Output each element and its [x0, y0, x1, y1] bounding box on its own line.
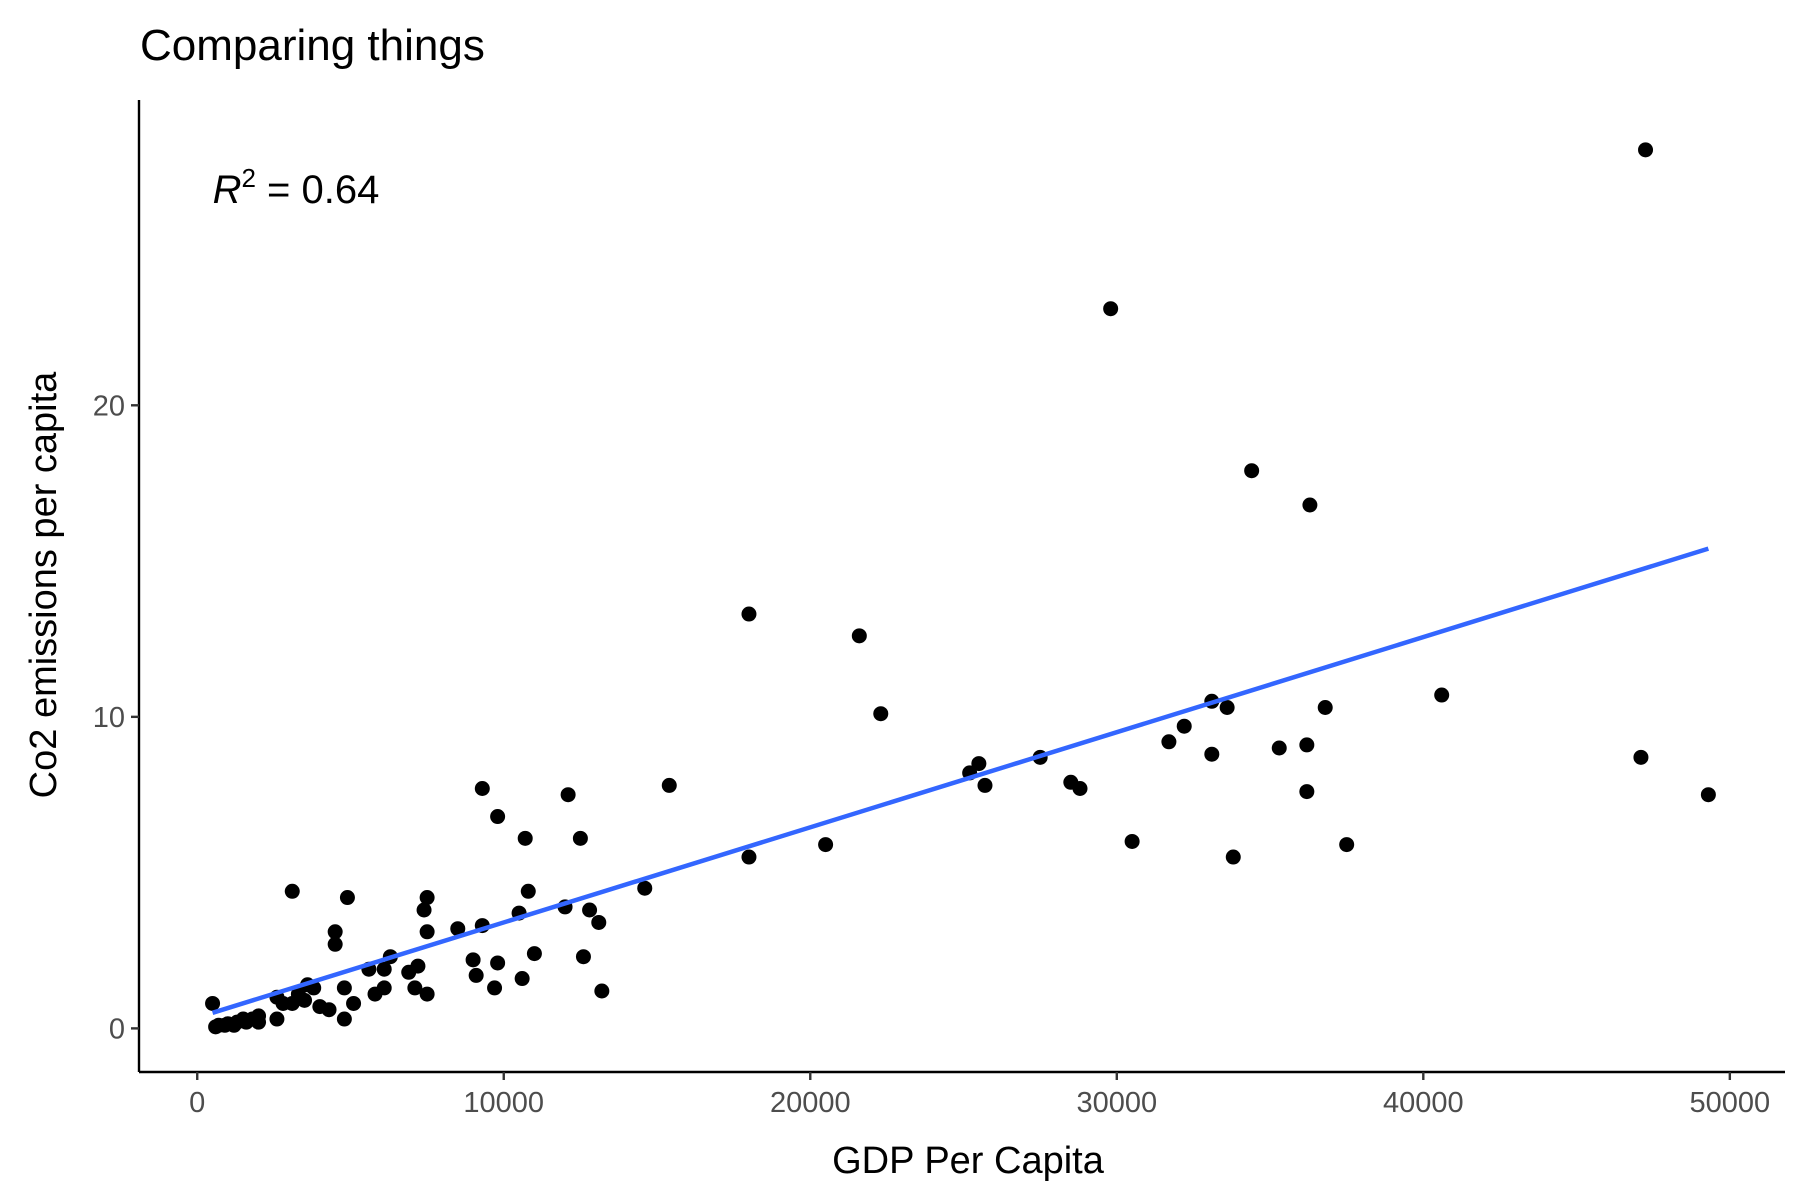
data-point — [269, 1011, 285, 1027]
data-point — [336, 1011, 352, 1027]
data-point — [594, 983, 610, 999]
data-point — [1124, 833, 1140, 849]
data-point — [560, 787, 576, 803]
data-point — [1271, 740, 1287, 756]
x-tick-label: 10000 — [463, 1087, 544, 1119]
data-point — [971, 756, 987, 772]
data-point — [1633, 749, 1649, 765]
data-point — [1317, 700, 1333, 715]
data-point — [401, 964, 417, 980]
x-tick-label: 0 — [189, 1087, 205, 1119]
data-point — [284, 883, 300, 899]
data-point — [275, 995, 291, 1011]
x-tick-label: 40000 — [1383, 1087, 1464, 1119]
r-squared-label: R2 = 0.64 — [213, 163, 380, 212]
data-point — [572, 830, 588, 846]
y-tick-label: 20 — [93, 390, 125, 422]
data-point — [376, 961, 392, 977]
data-point — [851, 628, 867, 644]
x-tick-label: 50000 — [1689, 1087, 1770, 1119]
data-point — [1161, 734, 1177, 750]
data-point — [419, 890, 435, 906]
x-tick-label: 30000 — [1076, 1087, 1157, 1119]
data-point — [514, 971, 530, 987]
data-point — [468, 967, 484, 983]
data-point — [419, 986, 435, 1002]
data-point — [339, 890, 355, 906]
data-point — [321, 1002, 337, 1018]
data-point — [1103, 301, 1119, 317]
x-axis-title: GDP Per Capita — [832, 1140, 1105, 1182]
data-point — [1302, 497, 1318, 513]
data-point — [490, 955, 506, 971]
data-point — [1638, 142, 1654, 158]
data-point — [367, 986, 383, 1002]
data-point — [741, 606, 757, 622]
data-point — [336, 980, 352, 996]
data-point — [416, 902, 432, 918]
trend-line — [211, 546, 1710, 1015]
data-point — [637, 880, 653, 896]
y-tick-label: 0 — [109, 1013, 125, 1045]
chart-title: Comparing things — [140, 21, 485, 70]
data-point — [346, 995, 362, 1011]
data-point — [474, 781, 490, 796]
data-point — [1700, 787, 1716, 803]
data-point — [873, 706, 889, 722]
data-point — [490, 809, 506, 825]
data-point — [661, 777, 677, 793]
data-point — [419, 924, 435, 940]
data-point — [1299, 737, 1315, 753]
data-point — [818, 837, 834, 853]
data-point — [1434, 687, 1450, 703]
data-point — [1299, 784, 1315, 800]
data-point — [226, 1017, 242, 1033]
data-point — [582, 902, 598, 918]
data-point — [327, 924, 343, 940]
data-point — [487, 980, 503, 996]
data-point — [238, 1014, 254, 1030]
data-point — [450, 921, 466, 937]
data-point — [520, 883, 536, 899]
data-point — [517, 830, 533, 846]
data-point — [407, 980, 423, 996]
data-point — [1244, 463, 1260, 479]
data-point — [251, 1014, 267, 1030]
x-tick-label: 20000 — [770, 1087, 851, 1119]
data-point — [1225, 849, 1241, 865]
data-point — [465, 952, 481, 968]
data-point — [591, 914, 607, 930]
data-point — [526, 946, 542, 962]
data-point — [1219, 700, 1235, 715]
data-point — [741, 849, 757, 865]
data-point — [977, 777, 993, 793]
data-point — [1339, 837, 1355, 853]
data-point — [327, 936, 343, 952]
data-point — [208, 1019, 224, 1035]
plot-area: 0 10000 20000 30000 40000 50000 0 10 20 R2 = 0.64 — [93, 100, 1785, 1119]
data-point — [297, 992, 313, 1008]
data-point — [1176, 718, 1192, 734]
data-point — [1072, 781, 1088, 796]
data-point — [575, 949, 591, 965]
data-point — [1204, 746, 1220, 762]
data-point — [205, 995, 221, 1011]
y-tick-label: 10 — [93, 702, 125, 734]
y-axis-title: Co2 emissions per capita — [23, 371, 65, 799]
